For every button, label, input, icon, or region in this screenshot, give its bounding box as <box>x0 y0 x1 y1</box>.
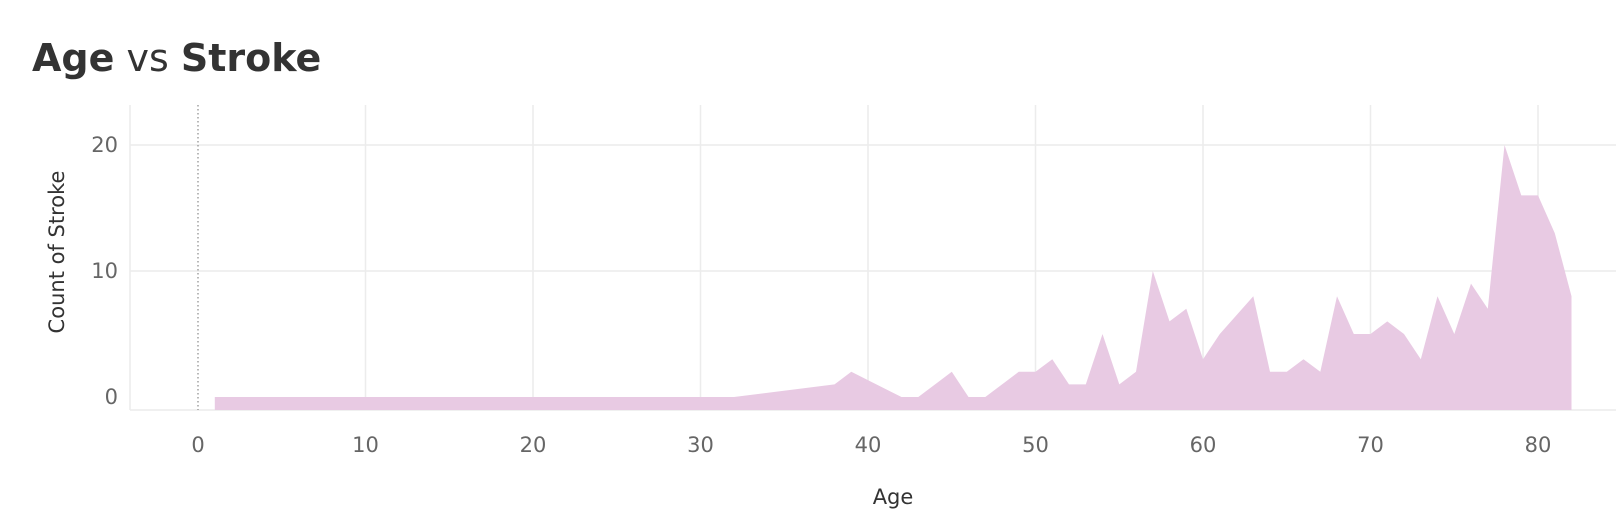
x-axis-label: Age <box>872 485 914 509</box>
series-area <box>214 145 1572 410</box>
x-tick-label: 30 <box>687 433 714 457</box>
x-tick-label: 20 <box>520 433 547 457</box>
x-tick-label: 40 <box>855 433 882 457</box>
y-tick-label: 10 <box>91 259 118 283</box>
title-stroke: Stroke <box>180 36 322 80</box>
y-tick-label: 0 <box>105 385 118 409</box>
title-age: Age <box>32 36 115 80</box>
area-series <box>214 145 1572 410</box>
title-vs: vs <box>126 36 169 80</box>
axis-ticks: 0 10 20 30 40 50 60 70 80 0 10 20 <box>91 133 1551 457</box>
x-tick-label: 70 <box>1357 433 1384 457</box>
x-tick-label: 60 <box>1190 433 1217 457</box>
y-axis-label: Count of Stroke <box>45 170 69 334</box>
x-tick-label: 10 <box>352 433 379 457</box>
y-tick-label: 20 <box>91 133 118 157</box>
x-tick-label: 0 <box>191 433 204 457</box>
x-tick-label: 80 <box>1525 433 1552 457</box>
x-tick-label: 50 <box>1022 433 1049 457</box>
chart-title: Age vs Stroke <box>32 36 321 80</box>
